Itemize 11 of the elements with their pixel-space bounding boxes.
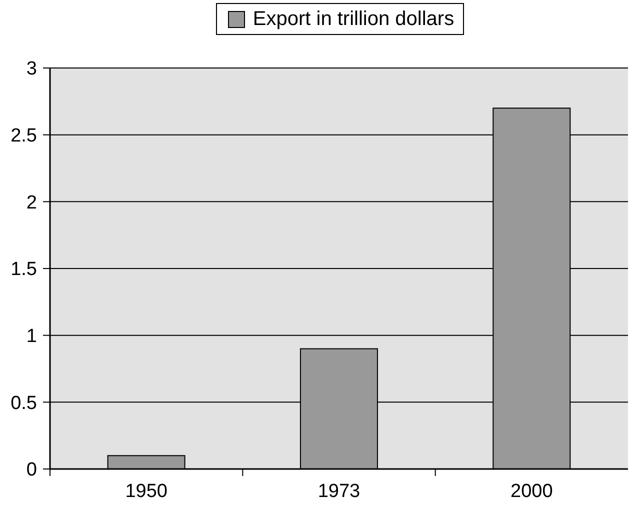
y-tick-label: 1 [26, 326, 37, 348]
y-tick-label: 0 [26, 460, 37, 481]
x-tick-label: 2000 [510, 481, 553, 502]
y-tick-label: 2.5 [10, 126, 37, 147]
y-tick-label: 1.5 [10, 259, 37, 280]
legend-label: Export in trillion dollars [252, 8, 454, 30]
y-tick-label: 2 [26, 192, 37, 214]
y-tick-label: 0.5 [10, 392, 37, 414]
x-tick-label: 1950 [125, 481, 168, 502]
y-tick-label: 3 [26, 58, 37, 80]
x-tick-label: 1973 [318, 481, 360, 502]
